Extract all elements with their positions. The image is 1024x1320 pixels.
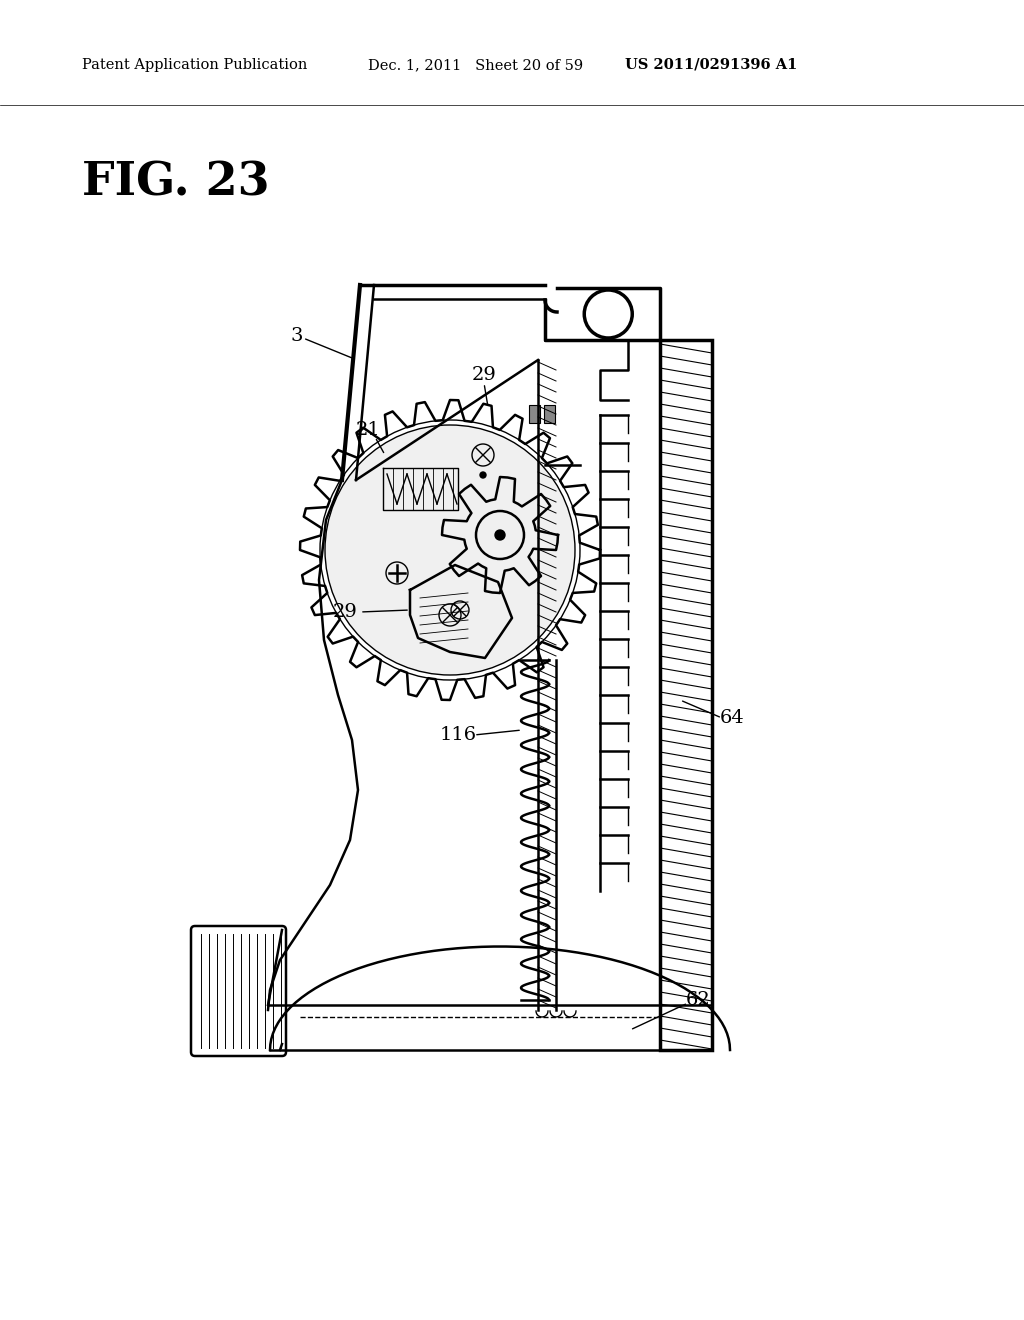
FancyBboxPatch shape <box>529 405 540 422</box>
Text: US 2011/0291396 A1: US 2011/0291396 A1 <box>625 58 798 73</box>
Text: 62: 62 <box>686 991 711 1008</box>
Text: 64: 64 <box>720 709 744 727</box>
FancyBboxPatch shape <box>660 341 712 1049</box>
Circle shape <box>495 531 505 540</box>
Text: 3: 3 <box>290 327 302 345</box>
Text: Dec. 1, 2011   Sheet 20 of 59: Dec. 1, 2011 Sheet 20 of 59 <box>368 58 583 73</box>
Circle shape <box>325 425 575 675</box>
FancyBboxPatch shape <box>544 405 555 422</box>
Circle shape <box>480 473 486 478</box>
Text: 29: 29 <box>333 603 357 620</box>
FancyBboxPatch shape <box>191 927 286 1056</box>
Text: 116: 116 <box>440 726 477 744</box>
Text: Patent Application Publication: Patent Application Publication <box>82 58 307 73</box>
Text: 29: 29 <box>472 366 497 384</box>
Text: 21: 21 <box>356 421 381 440</box>
Text: FIG. 23: FIG. 23 <box>82 160 269 206</box>
